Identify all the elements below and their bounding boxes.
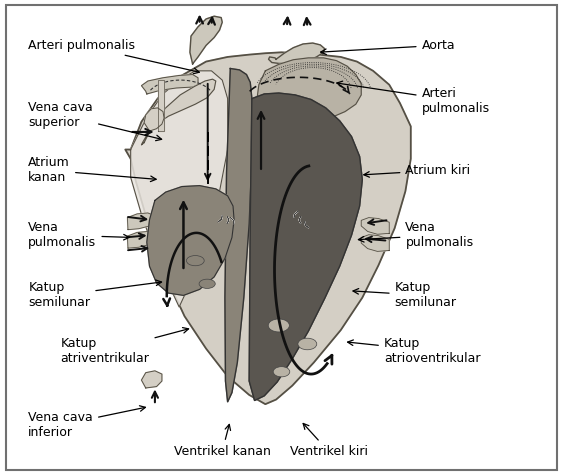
Text: Vena cava
inferior: Vena cava inferior (28, 406, 145, 439)
Polygon shape (361, 218, 389, 234)
Polygon shape (269, 43, 325, 64)
Text: Ventrikel kiri: Ventrikel kiri (289, 423, 368, 458)
Polygon shape (141, 371, 162, 388)
Ellipse shape (273, 367, 290, 377)
Text: Katup
atrioventrikular: Katup atrioventrikular (347, 337, 480, 365)
Polygon shape (158, 80, 164, 131)
Polygon shape (127, 213, 157, 229)
Text: Vena
pulmonalis: Vena pulmonalis (359, 221, 473, 249)
Polygon shape (257, 58, 361, 123)
Text: Vena cava
superior: Vena cava superior (28, 101, 162, 141)
Polygon shape (131, 71, 227, 307)
Polygon shape (230, 218, 234, 224)
Polygon shape (126, 52, 411, 404)
Ellipse shape (186, 256, 204, 266)
Polygon shape (218, 216, 222, 222)
Polygon shape (249, 93, 363, 400)
Text: Vena
pulmonalis: Vena pulmonalis (28, 221, 129, 249)
Polygon shape (141, 75, 198, 94)
Polygon shape (227, 217, 229, 223)
Polygon shape (147, 186, 234, 295)
Text: Arteri
pulmonalis: Arteri pulmonalis (337, 81, 490, 115)
Text: Katup
atriventrikular: Katup atriventrikular (61, 328, 189, 365)
Text: Atrium kiri: Atrium kiri (364, 164, 471, 177)
Polygon shape (305, 221, 309, 228)
Polygon shape (190, 16, 222, 64)
Polygon shape (225, 68, 252, 402)
Text: Katup
semilunar: Katup semilunar (28, 280, 162, 309)
Text: Katup
semilunar: Katup semilunar (353, 281, 457, 309)
Polygon shape (144, 108, 164, 131)
Text: Ventrikel kanan: Ventrikel kanan (174, 424, 271, 458)
Polygon shape (127, 231, 157, 248)
Polygon shape (300, 217, 301, 223)
Polygon shape (294, 211, 298, 218)
Polygon shape (361, 235, 389, 251)
Text: Arteri pulmonalis: Arteri pulmonalis (28, 39, 199, 74)
Text: Atrium
kanan: Atrium kanan (28, 156, 156, 184)
Ellipse shape (199, 279, 215, 288)
Ellipse shape (268, 319, 289, 332)
Polygon shape (141, 79, 216, 145)
Ellipse shape (298, 338, 317, 350)
Text: Aorta: Aorta (321, 39, 455, 55)
